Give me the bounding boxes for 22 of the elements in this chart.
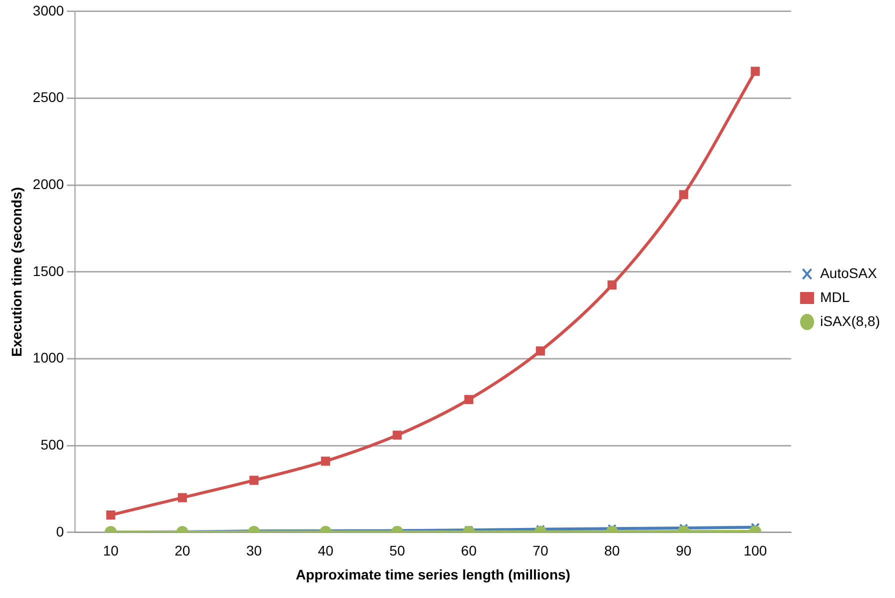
y-tick-label: 2500 xyxy=(32,89,64,106)
y-tick-label: 1500 xyxy=(32,262,64,279)
y-tick-label: 3000 xyxy=(32,2,64,18)
x-tick-label: 60 xyxy=(461,542,477,559)
legend-label: AutoSAX xyxy=(820,264,878,281)
x-tick-label: 30 xyxy=(246,542,262,559)
x-tick-label: 100 xyxy=(744,542,768,559)
y-tick-label: 500 xyxy=(40,436,64,452)
x-tick-label: 40 xyxy=(318,542,334,559)
legend-label: MDL xyxy=(820,288,850,305)
x-tick-label: 50 xyxy=(389,542,406,559)
y-axis-title: Execution time (seconds) xyxy=(8,187,24,357)
x-axis-title: Approximate time series length (millions) xyxy=(296,566,570,582)
y-tick-label: 2000 xyxy=(32,176,64,192)
x-tick-label: 90 xyxy=(676,542,692,559)
legend-label: iSAX(8,8) xyxy=(820,312,880,329)
x-tick-label: 70 xyxy=(532,542,548,559)
y-tick-label: 0 xyxy=(56,523,64,540)
x-tick-label: 10 xyxy=(102,542,119,559)
x-tick-label: 80 xyxy=(604,542,620,559)
y-tick-label: 1000 xyxy=(32,350,64,366)
x-tick-label: 20 xyxy=(174,542,190,559)
